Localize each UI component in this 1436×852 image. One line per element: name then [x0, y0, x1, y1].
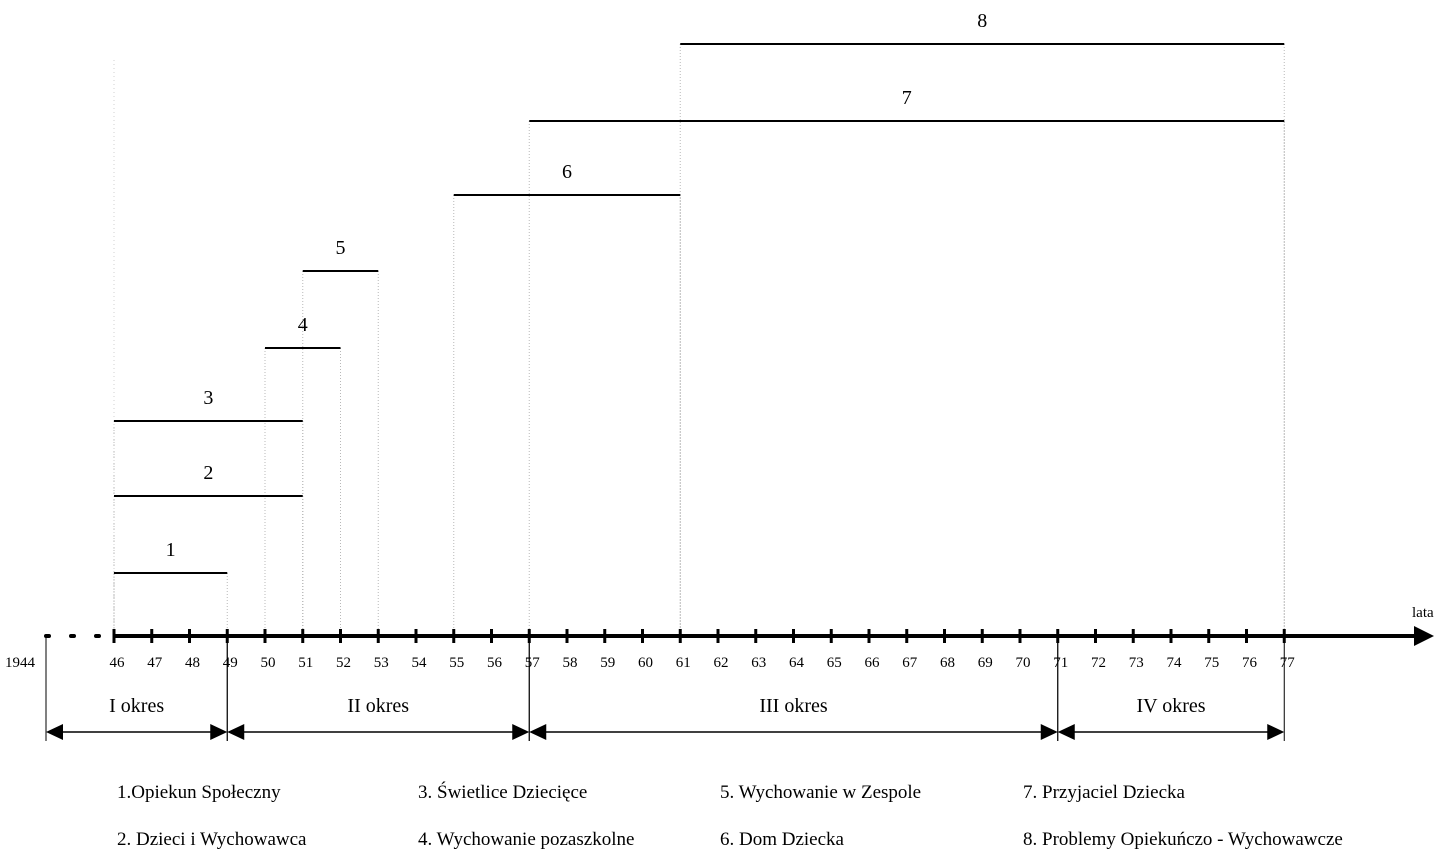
axis-unit-label: lata	[1412, 605, 1434, 621]
axis-year-label: 72	[1091, 655, 1106, 671]
axis-year-label: 50	[261, 655, 276, 671]
legend-item: 8. Problemy Opiekuńczo - Wychowawcze	[1023, 829, 1343, 850]
axis-year-label: 68	[940, 655, 955, 671]
legend-item: 1.Opiekun Społeczny	[117, 782, 281, 803]
dotted-guides	[113, 44, 1285, 636]
period-arrowhead-left	[529, 724, 547, 740]
axis-year-label: 49	[223, 655, 238, 671]
bar-label: 5	[336, 237, 346, 259]
axis-year-label: 55	[449, 655, 464, 671]
bar-label: 3	[203, 387, 213, 409]
bar-label: 6	[562, 161, 572, 183]
period-label: III okres	[759, 695, 828, 717]
axis-year-label: 60	[638, 655, 653, 671]
axis-year-label: 53	[374, 655, 389, 671]
period-arrowhead-right	[1040, 724, 1058, 740]
axis-year-label: 48	[185, 655, 200, 671]
bars: 1 2 3 4 5 6 7 8	[114, 10, 1285, 574]
axis-year-label: 54	[412, 655, 428, 671]
axis-year-label: 46	[110, 655, 126, 671]
legend-item: 2. Dzieci i Wychowawca	[117, 829, 307, 850]
period-arrowhead-left	[1057, 724, 1075, 740]
axis-year-label: 47	[147, 655, 163, 671]
period-arrowhead-right	[210, 724, 228, 740]
legend: 1.Opiekun Społeczny 2. Dzieci i Wychowawc…	[117, 781, 1343, 850]
legend-item: 3. Świetlice Dziecięce	[418, 781, 587, 803]
axis-year-label: 52	[336, 655, 351, 671]
axis-year-label: 73	[1129, 655, 1144, 671]
period-arrowhead-right	[512, 724, 530, 740]
period-arrowhead-left	[46, 724, 63, 740]
axis-year-label: 65	[827, 655, 842, 671]
bar-label: 4	[298, 314, 308, 336]
bar-label: 7	[902, 87, 912, 109]
axis-year-label: 59	[600, 655, 615, 671]
axis-year-label: 76	[1242, 655, 1258, 671]
bar-label: 2	[203, 462, 213, 484]
axis-year-label: 71	[1053, 655, 1068, 671]
bar-label: 1	[166, 539, 176, 561]
axis-start-label: 1944	[5, 655, 36, 671]
axis-year-label: 63	[751, 655, 766, 671]
axis-year-label: 56	[487, 655, 503, 671]
period-label: IV okres	[1136, 695, 1205, 717]
axis-year-label: 58	[563, 655, 578, 671]
axis-year-label: 69	[978, 655, 993, 671]
axis-year-label: 57	[525, 655, 541, 671]
axis-year-label: 77	[1280, 655, 1296, 671]
periods: I okres II okres III okres IV okres	[45, 636, 1285, 741]
axis-year-label: 61	[676, 655, 691, 671]
axis-year-label: 75	[1204, 655, 1219, 671]
axis-year-label: 74	[1167, 655, 1183, 671]
axis-year-label: 67	[902, 655, 918, 671]
legend-item: 4. Wychowanie pozaszkolne	[418, 829, 634, 850]
axis-year-label: 70	[1016, 655, 1031, 671]
period-label: I okres	[109, 695, 164, 717]
legend-item: 6. Dom Dziecka	[720, 829, 845, 850]
period-label: II okres	[347, 695, 409, 717]
period-arrowhead-right	[1267, 724, 1285, 740]
axis-ticks: 46 47 48 49 50 51 52 53 54 55 56 57 58 59 60 61 62 63 64 65…	[110, 629, 1296, 671]
axis-year-label: 66	[865, 655, 881, 671]
axis-year-label: 64	[789, 655, 805, 671]
axis-year-label: 62	[714, 655, 729, 671]
bar-label: 8	[977, 10, 987, 32]
legend-item: 5. Wychowanie w Zespole	[720, 782, 921, 803]
axis-year-label: 51	[298, 655, 313, 671]
axis-arrowhead	[1414, 626, 1434, 646]
period-arrowhead-left	[227, 724, 245, 740]
legend-item: 7. Przyjaciel Dziecka	[1023, 782, 1186, 803]
time-axis: 1944 lata	[5, 605, 1434, 671]
